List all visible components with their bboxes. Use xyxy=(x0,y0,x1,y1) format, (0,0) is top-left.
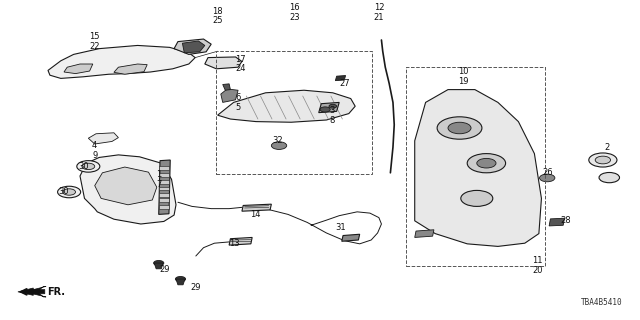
Circle shape xyxy=(271,142,287,149)
Circle shape xyxy=(467,154,506,173)
Text: 4
9: 4 9 xyxy=(92,141,97,160)
Text: 17
24: 17 24 xyxy=(236,55,246,73)
Polygon shape xyxy=(159,166,169,170)
Text: 18
25: 18 25 xyxy=(212,7,223,25)
Polygon shape xyxy=(24,286,46,297)
Circle shape xyxy=(437,117,482,139)
Text: 13: 13 xyxy=(229,239,240,248)
Polygon shape xyxy=(229,237,252,245)
Circle shape xyxy=(589,153,617,167)
Circle shape xyxy=(63,189,76,195)
Circle shape xyxy=(58,186,81,198)
Polygon shape xyxy=(159,160,170,214)
Polygon shape xyxy=(64,64,93,74)
Text: 6
5: 6 5 xyxy=(236,93,241,112)
Text: TBA4B5410: TBA4B5410 xyxy=(580,298,623,307)
Circle shape xyxy=(77,161,100,172)
Polygon shape xyxy=(159,193,169,197)
Text: 30: 30 xyxy=(59,188,69,196)
Polygon shape xyxy=(18,288,45,295)
Text: 3
8: 3 8 xyxy=(329,106,334,124)
Polygon shape xyxy=(242,204,271,211)
Polygon shape xyxy=(415,230,434,237)
Polygon shape xyxy=(174,39,211,54)
Circle shape xyxy=(175,276,186,282)
Polygon shape xyxy=(159,173,169,177)
Circle shape xyxy=(329,104,337,108)
Polygon shape xyxy=(159,187,169,190)
Text: 12
21: 12 21 xyxy=(374,4,384,22)
Text: 2: 2 xyxy=(604,143,609,152)
Polygon shape xyxy=(342,234,360,241)
Text: 29: 29 xyxy=(160,265,170,274)
Text: 26: 26 xyxy=(543,168,554,177)
Polygon shape xyxy=(159,205,169,209)
Circle shape xyxy=(540,174,555,182)
Polygon shape xyxy=(154,263,163,269)
Bar xyxy=(216,51,372,174)
Polygon shape xyxy=(218,90,355,122)
Text: 30: 30 xyxy=(78,162,88,171)
Polygon shape xyxy=(205,57,242,69)
Text: 15
22: 15 22 xyxy=(90,32,100,51)
Text: 14: 14 xyxy=(250,210,260,219)
Text: 16
23: 16 23 xyxy=(289,4,300,22)
Circle shape xyxy=(461,190,493,206)
Text: 32: 32 xyxy=(273,136,283,145)
Circle shape xyxy=(82,163,95,170)
Text: 1
7: 1 7 xyxy=(156,170,161,188)
Circle shape xyxy=(595,156,611,164)
Circle shape xyxy=(448,122,471,134)
Polygon shape xyxy=(319,102,339,113)
Polygon shape xyxy=(159,180,169,184)
Text: 11
20: 11 20 xyxy=(532,256,543,275)
Circle shape xyxy=(477,158,496,168)
Circle shape xyxy=(154,260,164,266)
Text: FR.: FR. xyxy=(47,287,65,297)
Polygon shape xyxy=(176,279,185,285)
Text: 29: 29 xyxy=(191,284,201,292)
Polygon shape xyxy=(80,155,176,224)
Polygon shape xyxy=(415,90,541,246)
Polygon shape xyxy=(114,64,147,74)
Polygon shape xyxy=(221,89,238,102)
Bar xyxy=(406,67,545,266)
Polygon shape xyxy=(335,76,346,81)
Circle shape xyxy=(599,172,620,183)
Text: 31: 31 xyxy=(335,223,346,232)
Text: 28: 28 xyxy=(561,216,572,225)
Polygon shape xyxy=(88,133,118,144)
Polygon shape xyxy=(95,167,157,205)
Text: 10
19: 10 19 xyxy=(458,68,468,86)
Polygon shape xyxy=(48,45,195,78)
Polygon shape xyxy=(549,218,564,226)
Polygon shape xyxy=(159,198,169,202)
Polygon shape xyxy=(223,84,230,90)
Polygon shape xyxy=(182,41,205,53)
Circle shape xyxy=(320,107,330,112)
Text: 27: 27 xyxy=(339,79,350,88)
